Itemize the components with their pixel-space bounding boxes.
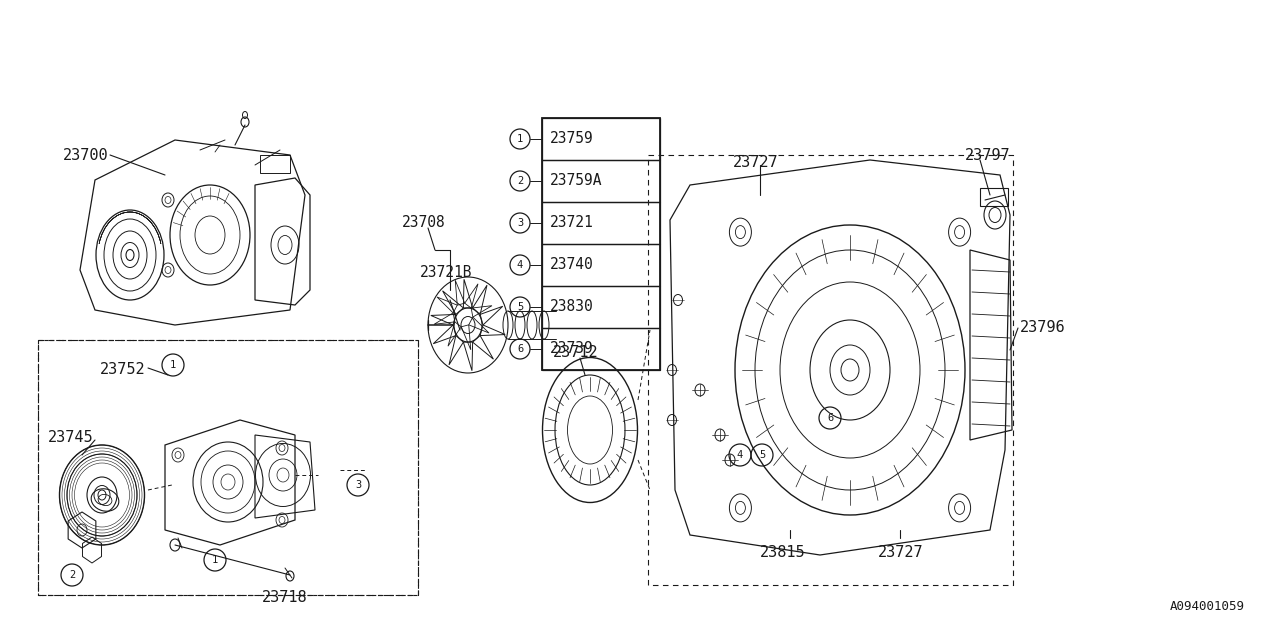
Text: 1: 1 xyxy=(212,555,218,565)
Bar xyxy=(38,340,419,595)
Text: 23759: 23759 xyxy=(550,131,594,145)
Text: 23718: 23718 xyxy=(262,590,307,605)
Text: 23739: 23739 xyxy=(550,340,594,355)
Text: 6: 6 xyxy=(827,413,833,423)
Text: 1: 1 xyxy=(170,360,177,370)
Text: 23721: 23721 xyxy=(550,214,594,230)
Text: 5: 5 xyxy=(759,450,765,460)
Bar xyxy=(541,160,660,202)
Text: 6: 6 xyxy=(517,344,524,354)
Text: A094001059: A094001059 xyxy=(1170,600,1245,613)
Bar xyxy=(541,202,660,244)
Text: 5: 5 xyxy=(517,302,524,312)
Text: 4: 4 xyxy=(517,260,524,270)
Bar xyxy=(541,118,660,370)
Text: 23721B: 23721B xyxy=(420,265,472,280)
Text: 23727: 23727 xyxy=(733,155,778,170)
Bar xyxy=(541,286,660,328)
Bar xyxy=(38,340,419,595)
Text: 23797: 23797 xyxy=(965,148,1011,163)
Text: 2: 2 xyxy=(69,570,76,580)
Text: 23796: 23796 xyxy=(1020,320,1066,335)
Text: 23708: 23708 xyxy=(402,215,445,230)
Bar xyxy=(980,188,1009,206)
Bar xyxy=(541,328,660,370)
Text: 23727: 23727 xyxy=(878,545,924,560)
Text: 1: 1 xyxy=(517,134,524,144)
Text: 4: 4 xyxy=(737,450,744,460)
Text: 23700: 23700 xyxy=(63,148,109,163)
Bar xyxy=(541,244,660,286)
Text: 3: 3 xyxy=(517,218,524,228)
Text: 23712: 23712 xyxy=(553,345,599,360)
Text: 3: 3 xyxy=(355,480,361,490)
Text: 23830: 23830 xyxy=(550,298,594,314)
Bar xyxy=(648,155,1012,585)
Text: 23752: 23752 xyxy=(100,362,146,377)
Bar xyxy=(260,155,291,173)
Text: 2: 2 xyxy=(517,176,524,186)
Bar xyxy=(541,118,660,160)
Text: 23815: 23815 xyxy=(760,545,805,560)
Text: 23759A: 23759A xyxy=(550,173,603,188)
Text: 23745: 23745 xyxy=(49,430,93,445)
Text: 23740: 23740 xyxy=(550,257,594,271)
